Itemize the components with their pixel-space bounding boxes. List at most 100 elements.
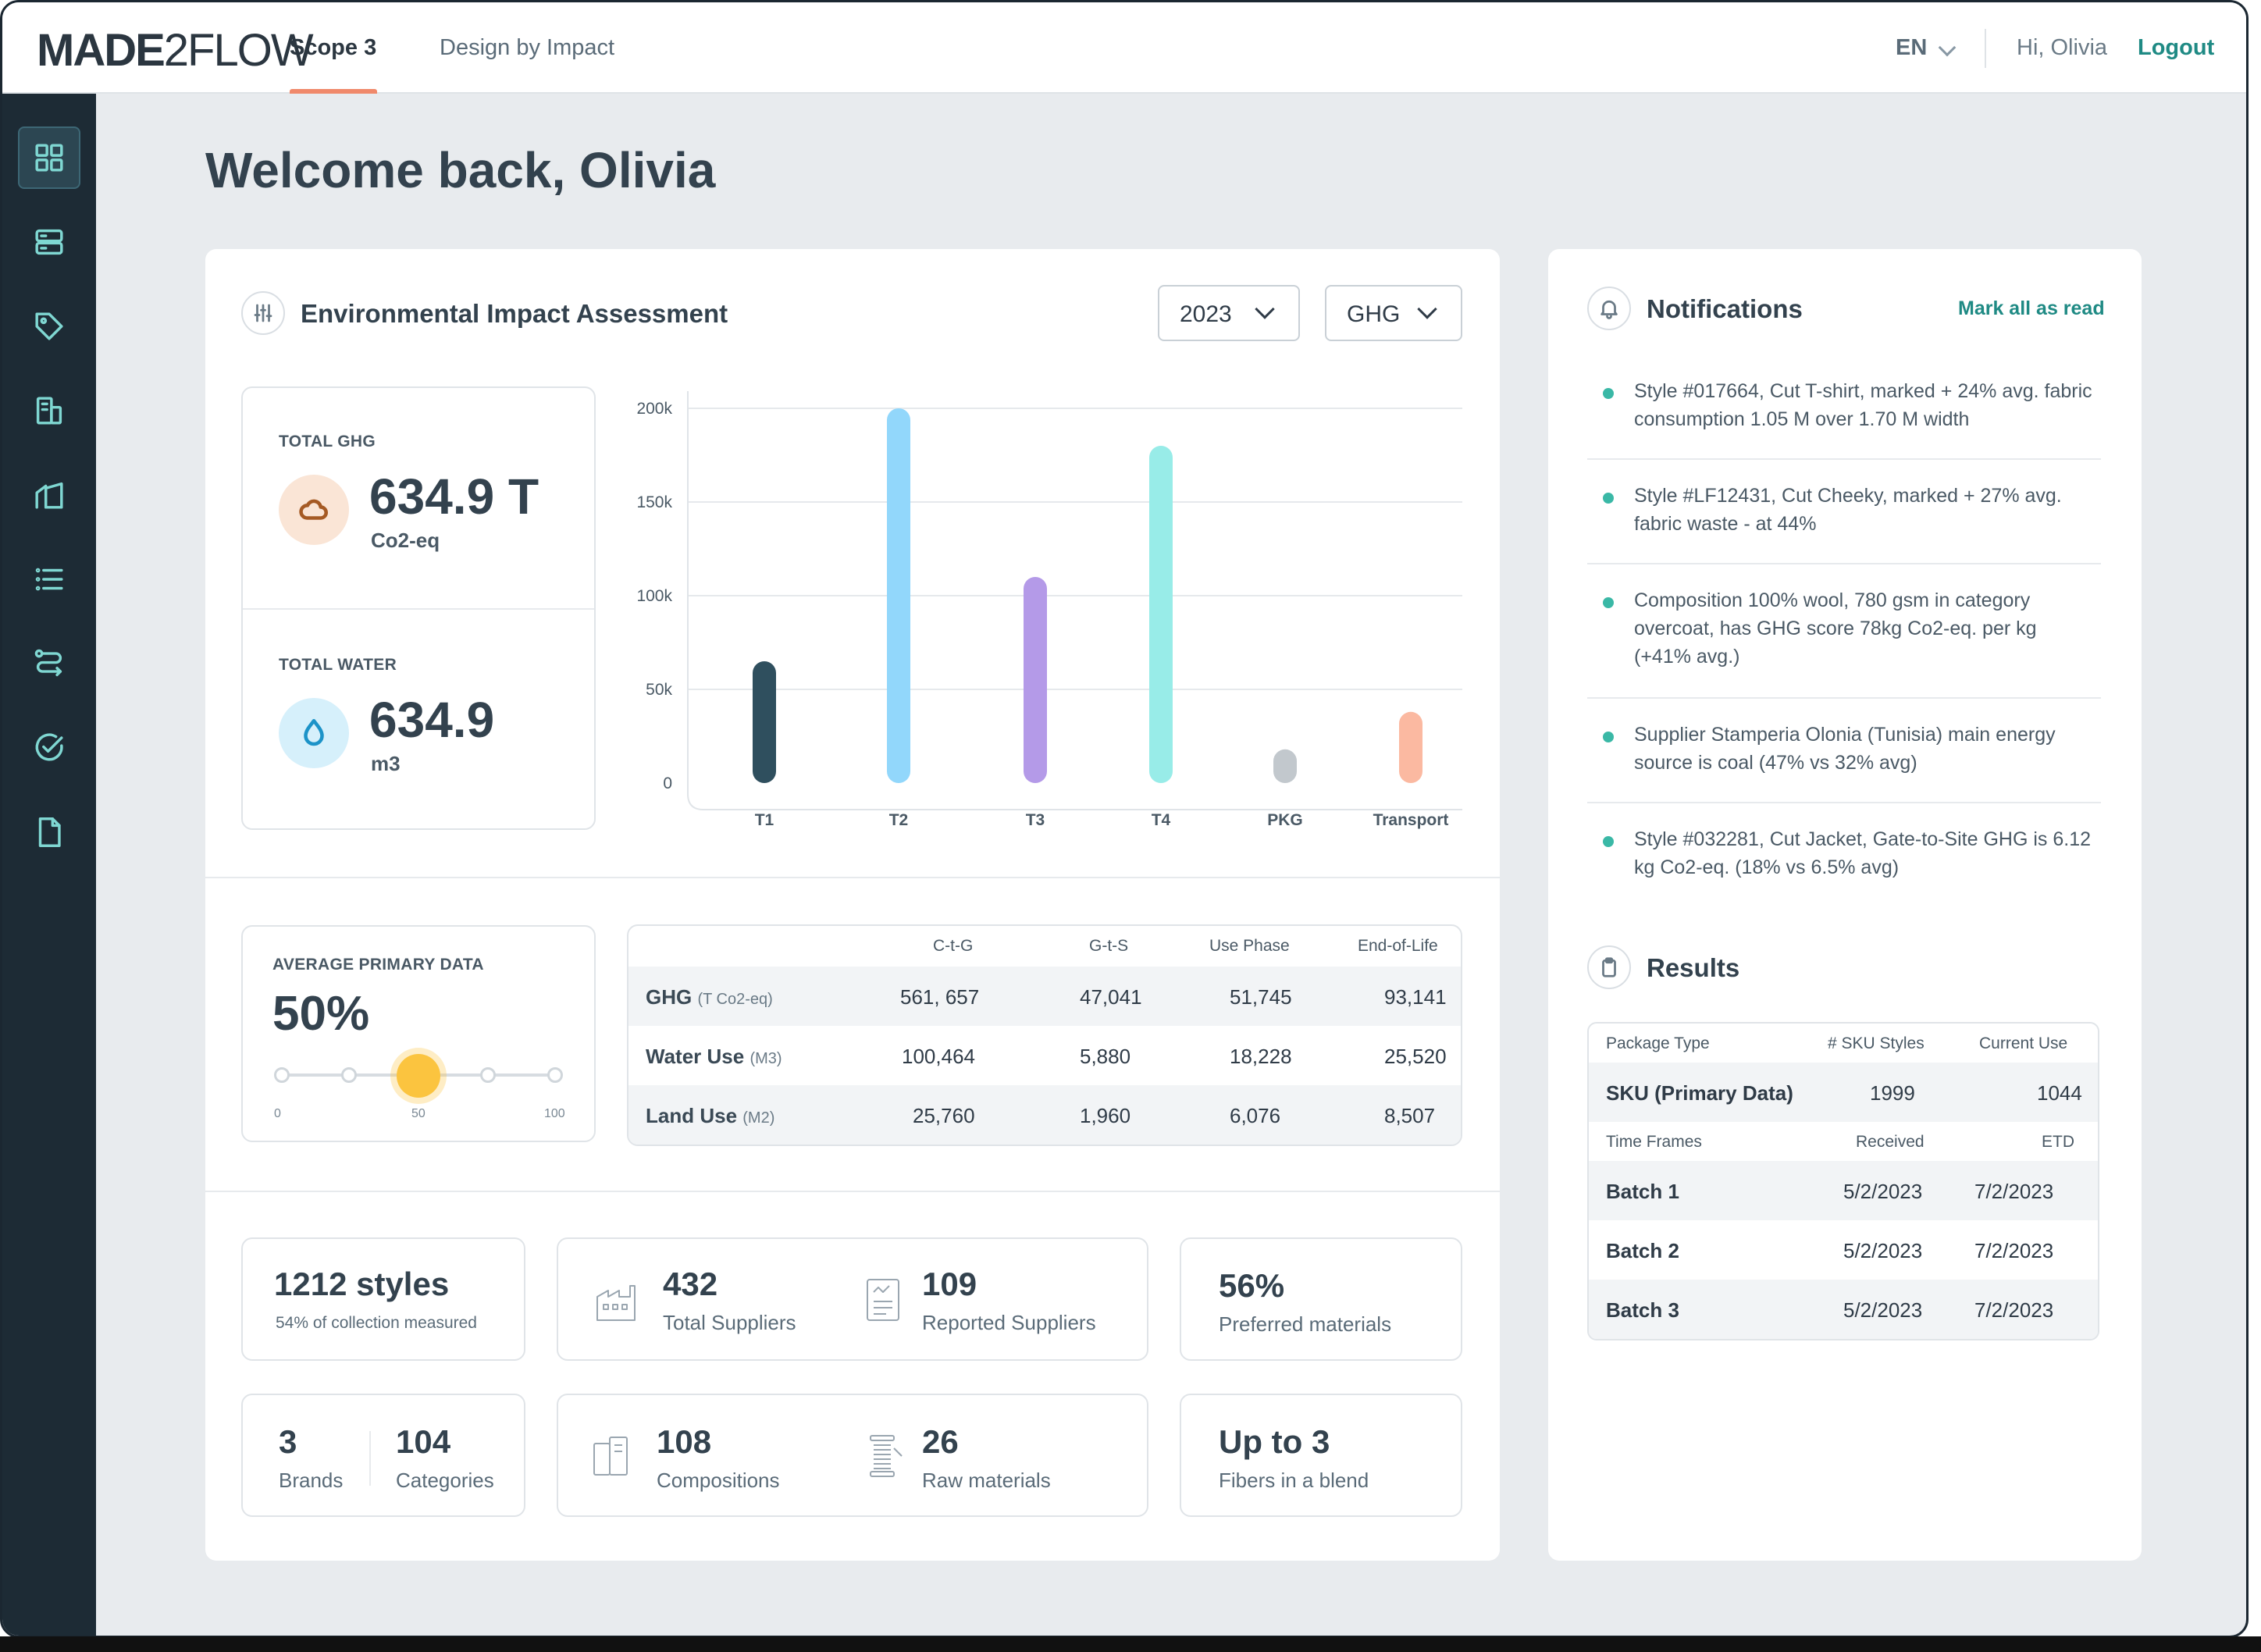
y-tick-label: 150k	[636, 493, 672, 511]
logo[interactable]: MADE2FLOW	[37, 25, 314, 76]
sidebar	[2, 94, 96, 1636]
unread-dot	[1603, 732, 1614, 742]
bar-t4[interactable]	[1149, 446, 1173, 783]
table-row[interactable]: Water Use (M3) 100,464 5,880 18,228 25,5…	[628, 1026, 1461, 1085]
results-table: Package Type # SKU Styles Current Use SK…	[1587, 1022, 2099, 1340]
tag-icon	[35, 312, 63, 340]
x-tick-label: PKG	[1267, 811, 1303, 829]
year-dropdown[interactable]: 2023	[1158, 285, 1300, 341]
divider	[1587, 697, 2101, 699]
table-row[interactable]: GHG (T Co2-eq) 561, 657 47,041 51,745 93…	[628, 967, 1461, 1026]
table-row[interactable]: Batch 1 5/2/2023 7/2/2023	[1589, 1161, 2098, 1220]
table-row[interactable]: Batch 3 5/2/2023 7/2/2023	[1589, 1280, 2098, 1339]
divider	[205, 877, 1500, 878]
divider	[369, 1431, 371, 1486]
total-ghg-label: TOTAL GHG	[279, 433, 376, 450]
table-row[interactable]: SKU (Primary Data) 1999 1044	[1589, 1063, 2098, 1122]
slider-knob[interactable]	[397, 1054, 440, 1098]
bar-pkg[interactable]	[1273, 749, 1297, 783]
fibers-card[interactable]	[1180, 1394, 1462, 1517]
chart-icon	[35, 482, 63, 509]
suppliers-stat-card[interactable]	[557, 1237, 1148, 1361]
total-water-value: 634.9	[369, 692, 495, 748]
results-title: Results	[1647, 953, 1740, 982]
tab-scope-3[interactable]: Scope 3	[290, 35, 377, 60]
list-icon	[35, 568, 63, 591]
sidebar-item-data[interactable]	[18, 211, 80, 273]
sidebar-item-list[interactable]	[18, 548, 80, 611]
reported-suppliers-label: Reported Suppliers	[922, 1311, 1096, 1334]
sidebar-item-tags[interactable]	[18, 295, 80, 358]
grid-icon	[35, 144, 63, 172]
slider-step[interactable]	[480, 1067, 496, 1083]
raw-materials-label: Raw materials	[922, 1469, 1051, 1492]
metric-dropdown[interactable]: GHG	[1325, 285, 1462, 341]
bar-transport[interactable]	[1399, 711, 1422, 783]
categories-label: Categories	[396, 1469, 494, 1492]
sidebar-item-suppliers[interactable]	[18, 379, 80, 442]
tab-design-by-impact[interactable]: Design by Impact	[440, 35, 615, 60]
metric-value: GHG	[1347, 301, 1401, 327]
chart-axis	[687, 391, 1462, 810]
table-cell: 7/2/2023	[1974, 1298, 2054, 1322]
chevron-down-icon[interactable]	[1938, 38, 1957, 57]
notification-text: Style #LF12431, Cut Cheeky, marked + 27%…	[1634, 485, 2062, 535]
spool-icon	[861, 1433, 905, 1479]
window-shadow	[0, 1636, 2261, 1652]
table-cell: 6,076	[1230, 1104, 1281, 1127]
bar-t1[interactable]	[753, 661, 776, 783]
y-tick-label: 50k	[646, 681, 672, 699]
brands-value: 3	[279, 1423, 297, 1460]
impact-table: C-t-G G-t-S Use Phase End-of-Life GHG (T…	[627, 924, 1462, 1146]
clipboard-icon	[1587, 945, 1631, 989]
x-tick-label: T2	[889, 811, 909, 829]
table-row[interactable]: Batch 2 5/2/2023 7/2/2023	[1589, 1220, 2098, 1280]
column-header: End-of-Life	[1358, 937, 1438, 955]
y-tick-label: 0	[663, 774, 672, 792]
total-water-unit: m3	[371, 752, 401, 775]
brands-categories-card[interactable]	[241, 1394, 525, 1517]
language-selector[interactable]: EN	[1896, 35, 1928, 60]
table-cell: 5/2/2023	[1843, 1298, 1923, 1322]
chevron-down-icon	[1255, 299, 1275, 319]
divider	[243, 608, 594, 610]
preferred-materials-card[interactable]	[1180, 1237, 1462, 1361]
raw-materials-value: 26	[922, 1423, 959, 1460]
column-header: Package Type	[1606, 1034, 1710, 1052]
mark-all-read-link[interactable]: Mark all as read	[1958, 297, 2105, 319]
divider	[1587, 458, 2101, 460]
check-circle-icon	[35, 733, 63, 761]
cloud-icon	[279, 475, 349, 545]
logout-link[interactable]: Logout	[2138, 35, 2215, 60]
bar-t3[interactable]	[1024, 577, 1047, 783]
water-drop-icon	[279, 698, 349, 768]
table-cell: 93,141	[1384, 985, 1447, 1009]
notification-text: Style #032281, Cut Jacket, Gate-to-Site …	[1634, 828, 2092, 878]
report-icon	[861, 1276, 905, 1323]
notification-text: Composition 100% wool, 780 gsm in catego…	[1634, 589, 2037, 668]
divider	[1985, 29, 1986, 68]
table-cell: 1999	[1870, 1081, 1915, 1105]
table-cell: 18,228	[1230, 1045, 1292, 1068]
bar-t2[interactable]	[887, 408, 910, 783]
sidebar-item-tasks[interactable]	[18, 717, 80, 779]
table-row[interactable]: Land Use (M2) 25,760 1,960 6,076 8,507	[628, 1085, 1461, 1145]
assessment-title: Environmental Impact Assessment	[301, 299, 728, 328]
table-cell: 25,520	[1384, 1045, 1447, 1068]
impact-bar-chart: 0 50k 100k 150k 200k T1 T2 T3 T4 PKG Transport	[636, 391, 1462, 829]
slider-step[interactable]	[341, 1067, 357, 1083]
column-header: G-t-S	[1089, 937, 1129, 955]
sidebar-item-analytics[interactable]	[18, 464, 80, 526]
sidebar-item-dashboard[interactable]	[18, 126, 80, 189]
materials-stat-card[interactable]	[557, 1394, 1148, 1517]
slider-step[interactable]	[547, 1067, 563, 1083]
y-tick-label: 100k	[636, 587, 672, 605]
fibers-value: Up to 3	[1219, 1423, 1330, 1460]
slider-step[interactable]	[274, 1067, 290, 1083]
table-cell: 561, 657	[900, 985, 980, 1009]
row-label: Batch 3	[1606, 1298, 1679, 1322]
styles-stat-card[interactable]	[241, 1237, 525, 1361]
total-ghg-unit: Co2-eq	[371, 529, 440, 552]
sidebar-item-documents[interactable]	[18, 801, 80, 863]
sidebar-item-routes[interactable]	[18, 632, 80, 695]
